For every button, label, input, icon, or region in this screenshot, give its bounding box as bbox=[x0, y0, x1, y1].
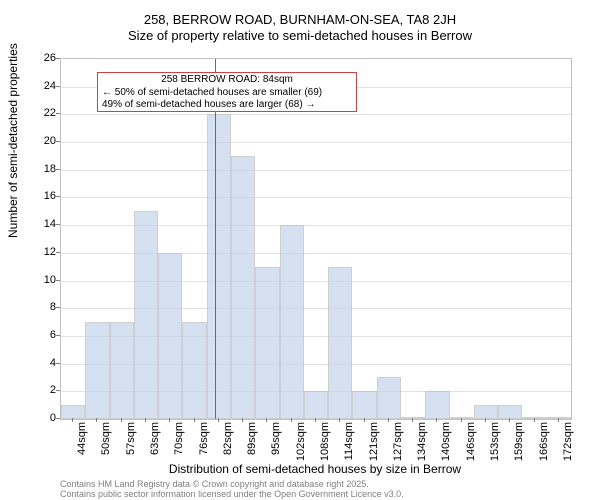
copyright-block: Contains HM Land Registry data © Crown c… bbox=[60, 480, 570, 500]
x-tick-mark bbox=[339, 418, 340, 422]
bar bbox=[304, 391, 328, 419]
y-axis-label: Number of semi-detached properties bbox=[6, 43, 20, 238]
annotation-line-larger: 49% of semi-detached houses are larger (… bbox=[102, 99, 352, 112]
chart-title-line2: Size of property relative to semi-detach… bbox=[0, 28, 600, 44]
x-tick-mark bbox=[72, 418, 73, 422]
bar bbox=[352, 391, 376, 419]
x-tick-mark bbox=[242, 418, 243, 422]
bar bbox=[280, 225, 304, 419]
x-tick-label: 82sqm bbox=[222, 422, 234, 455]
x-tick-mark bbox=[315, 418, 316, 422]
x-tick-mark bbox=[145, 418, 146, 422]
x-tick-mark bbox=[388, 418, 389, 422]
bar bbox=[134, 211, 158, 419]
x-tick-label: 70sqm bbox=[173, 422, 185, 455]
copyright-line2: Contains public sector information licen… bbox=[60, 490, 570, 500]
annotation-title: 258 BERROW ROAD: 84sqm bbox=[102, 74, 352, 87]
bar bbox=[547, 417, 571, 419]
x-tick-label: 159sqm bbox=[513, 422, 525, 461]
bar bbox=[207, 114, 231, 419]
bar bbox=[85, 322, 109, 419]
bar bbox=[522, 417, 546, 419]
x-tick-mark bbox=[121, 418, 122, 422]
bar bbox=[255, 267, 279, 419]
x-tick-mark bbox=[169, 418, 170, 422]
x-tick-label: 140sqm bbox=[440, 422, 452, 461]
x-tick-label: 63sqm bbox=[149, 422, 161, 455]
bar bbox=[328, 267, 352, 419]
x-tick-mark bbox=[291, 418, 292, 422]
x-axis-label: Distribution of semi-detached houses by … bbox=[60, 462, 570, 476]
x-tick-label: 44sqm bbox=[76, 422, 88, 455]
x-tick-label: 166sqm bbox=[538, 422, 550, 461]
x-tick-mark bbox=[96, 418, 97, 422]
x-tick-label: 114sqm bbox=[343, 422, 355, 460]
y-tick-label: 6 bbox=[0, 329, 56, 341]
x-tick-label: 134sqm bbox=[416, 422, 428, 461]
y-tick-label: 2 bbox=[0, 384, 56, 396]
x-tick-mark bbox=[412, 418, 413, 422]
x-tick-mark bbox=[558, 418, 559, 422]
y-tick-label: 8 bbox=[0, 301, 56, 313]
bar bbox=[61, 405, 85, 419]
x-tick-mark bbox=[461, 418, 462, 422]
x-tick-label: 153sqm bbox=[489, 422, 501, 461]
x-tick-mark bbox=[194, 418, 195, 422]
annotation-box: 258 BERROW ROAD: 84sqm ← 50% of semi-det… bbox=[97, 72, 357, 112]
annotation-line-smaller: ← 50% of semi-detached houses are smalle… bbox=[102, 87, 352, 100]
x-tick-label: 108sqm bbox=[319, 422, 331, 461]
x-tick-label: 102sqm bbox=[295, 422, 307, 461]
x-tick-label: 121sqm bbox=[368, 422, 380, 461]
x-tick-label: 146sqm bbox=[465, 422, 477, 461]
bar bbox=[182, 322, 206, 419]
x-tick-label: 57sqm bbox=[125, 422, 137, 455]
bar bbox=[401, 417, 425, 419]
bar bbox=[474, 405, 498, 419]
bar bbox=[110, 322, 134, 419]
x-tick-mark bbox=[485, 418, 486, 422]
bar bbox=[450, 417, 474, 419]
bars-layer bbox=[61, 59, 571, 419]
x-tick-mark bbox=[534, 418, 535, 422]
chart-title-line1: 258, BERROW ROAD, BURNHAM-ON-SEA, TA8 2J… bbox=[0, 12, 600, 28]
bar bbox=[377, 377, 401, 419]
y-tick-label: 4 bbox=[0, 357, 56, 369]
x-tick-mark bbox=[266, 418, 267, 422]
x-tick-label: 50sqm bbox=[100, 422, 112, 455]
x-tick-mark bbox=[364, 418, 365, 422]
x-tick-mark bbox=[436, 418, 437, 422]
x-tick-label: 127sqm bbox=[392, 422, 404, 461]
bar bbox=[231, 156, 255, 419]
y-tick-label: 10 bbox=[0, 274, 56, 286]
subject-marker-line bbox=[215, 59, 216, 419]
chart-title-block: 258, BERROW ROAD, BURNHAM-ON-SEA, TA8 2J… bbox=[0, 12, 600, 45]
bar bbox=[158, 253, 182, 419]
x-tick-label: 172sqm bbox=[562, 422, 574, 461]
y-tick-label: 12 bbox=[0, 246, 56, 258]
bar bbox=[425, 391, 449, 419]
x-tick-label: 95sqm bbox=[270, 422, 282, 455]
x-tick-mark bbox=[509, 418, 510, 422]
x-tick-mark bbox=[218, 418, 219, 422]
x-tick-label: 89sqm bbox=[246, 422, 258, 455]
x-tick-label: 76sqm bbox=[198, 422, 210, 455]
bar bbox=[498, 405, 522, 419]
plot-area bbox=[60, 58, 572, 420]
y-tick-label: 0 bbox=[0, 412, 56, 424]
